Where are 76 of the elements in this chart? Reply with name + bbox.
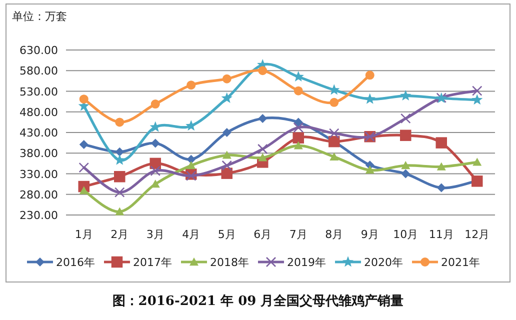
legend-label: 2021年	[441, 256, 480, 269]
point	[400, 130, 412, 142]
x-tick-label: 10月	[393, 228, 418, 241]
y-tick-label: 230.00	[20, 209, 58, 222]
point	[115, 118, 124, 127]
point	[436, 137, 447, 148]
point	[472, 86, 482, 96]
point	[79, 94, 88, 104]
point	[150, 166, 161, 176]
x-tick-label: 3月	[146, 228, 164, 241]
point	[365, 70, 374, 80]
point	[293, 122, 304, 133]
point	[400, 90, 412, 101]
legend-label: 2020年	[364, 256, 403, 269]
point	[222, 128, 232, 137]
point	[401, 169, 410, 178]
point	[294, 86, 303, 96]
point	[472, 158, 482, 166]
point	[186, 161, 196, 170]
point	[114, 187, 125, 198]
point	[436, 162, 446, 170]
legend-label: 2018年	[210, 256, 249, 269]
y-axis-title: 单位：万套	[12, 10, 67, 23]
point	[364, 93, 376, 104]
y-tick-label: 330.00	[20, 168, 58, 181]
point	[258, 66, 268, 76]
point	[221, 92, 232, 103]
point	[400, 113, 411, 124]
point	[294, 141, 303, 150]
point	[222, 150, 232, 159]
point	[150, 100, 160, 109]
point	[186, 80, 196, 90]
x-tick-label: 2月	[110, 228, 129, 241]
point	[257, 144, 268, 154]
point	[294, 118, 303, 127]
point	[115, 147, 124, 156]
point	[258, 153, 268, 162]
point	[79, 140, 88, 149]
point	[330, 152, 339, 160]
point	[78, 162, 90, 173]
point	[221, 168, 232, 179]
point	[186, 120, 197, 131]
x-tick-label: 12月	[464, 228, 490, 241]
point	[292, 132, 304, 144]
x-tick-label: 11月	[428, 228, 454, 241]
x-tick-label: 6月	[254, 228, 272, 241]
x-tick-label: 4月	[182, 228, 200, 241]
y-tick-label: 280.00	[20, 188, 58, 202]
point	[186, 154, 196, 164]
point	[328, 128, 340, 138]
legend-label: 2016年	[56, 256, 95, 269]
text: 图：2016-2021 年 09 月全国父母代雏鸡产销量	[112, 293, 404, 309]
point	[114, 171, 126, 182]
legend-label: 2017年	[133, 256, 172, 269]
x-tick-label: 8月	[325, 228, 344, 241]
y-tick-label: 630.00	[20, 44, 58, 57]
point	[222, 74, 232, 84]
point	[330, 98, 339, 107]
point	[401, 161, 410, 170]
point	[365, 166, 374, 174]
x-tick-label: 7月	[289, 228, 308, 241]
point	[472, 94, 483, 105]
point	[115, 207, 124, 216]
y-tick-label: 580.00	[20, 64, 58, 78]
point	[436, 183, 446, 192]
y-tick-label: 430.00	[20, 126, 58, 140]
x-tick-label: 1月	[74, 228, 93, 241]
x-tick-label: 5月	[218, 228, 236, 241]
y-tick-label: 530.00	[20, 85, 58, 98]
y-tick-label: 380.00	[20, 147, 58, 160]
point	[114, 154, 126, 165]
legend-label: 2019年	[287, 256, 326, 269]
point	[258, 114, 268, 123]
x-tick-label: 9月	[360, 228, 379, 241]
point	[222, 160, 232, 171]
y-tick-label: 480.00	[20, 106, 58, 119]
